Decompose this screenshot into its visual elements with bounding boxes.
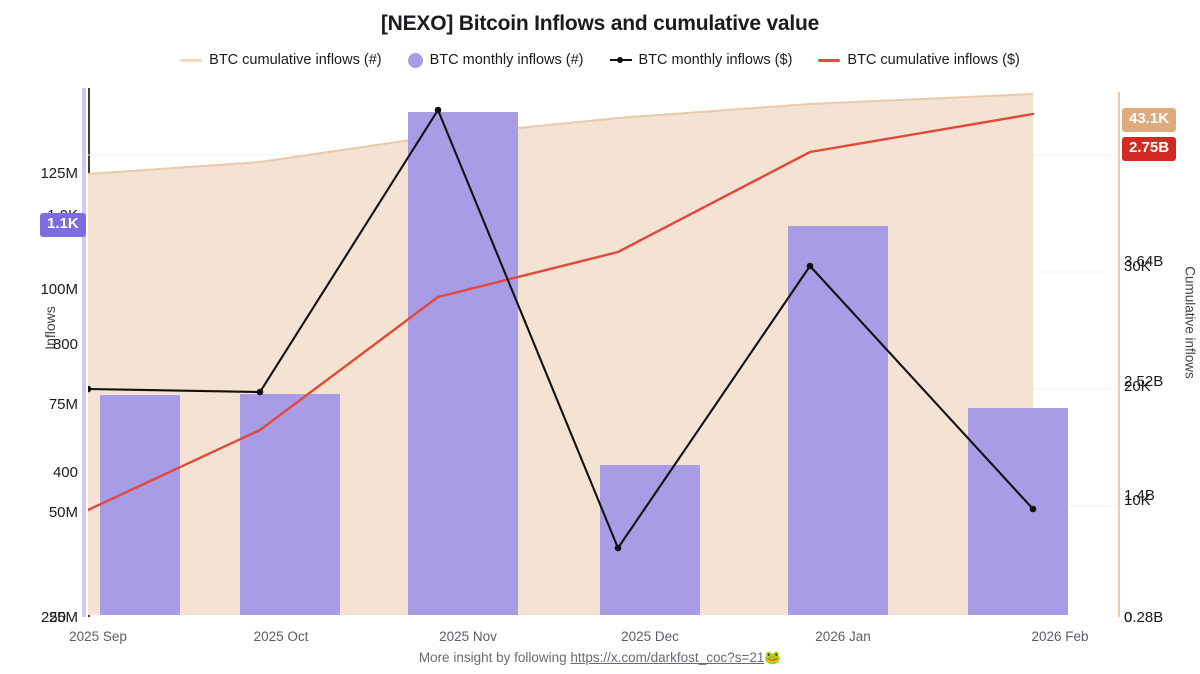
footer-link[interactable]: https://x.com/darkfost_coc?s=21 [570, 650, 765, 665]
right-axis-title: Cumulative inflows [1182, 266, 1198, 379]
left-axis-tick-usd: 50M [48, 504, 78, 521]
footer-credit: More insight by following https://x.com/… [0, 650, 1200, 666]
footer-prefix: More insight by following [418, 650, 571, 665]
left-axis-tick-usd: 25M [48, 609, 78, 626]
left-axis-tick-usd: 125M [40, 165, 78, 182]
marker-point [806, 262, 814, 270]
status-badge-monthly-count: 1.1K [40, 213, 86, 237]
marker-point [614, 544, 622, 552]
left-axis-highlight [82, 88, 86, 617]
legend-label: BTC monthly inflows (#) [429, 52, 584, 68]
status-badge-cumulative-count: 43.1K [1122, 108, 1177, 132]
legend-line-swatch-icon [818, 58, 841, 62]
series-area-cumulative-count-edge [88, 93, 1034, 175]
right-axis-tick-usd: 1.4B [1124, 487, 1155, 504]
legend-label: BTC monthly inflows ($) [638, 52, 793, 68]
right-axis-tick-count: 30K [1124, 258, 1151, 275]
right-axis-tick-count: 0 [1124, 609, 1133, 626]
bar-2026-jan[interactable] [788, 226, 888, 615]
bar-2025-dec[interactable] [600, 465, 700, 615]
right-axis-tick-count: 10K [1124, 492, 1151, 509]
legend-line-swatch-icon [180, 58, 203, 62]
marker-point [256, 388, 264, 396]
x-axis-tick-label: 2026 Jan [815, 629, 871, 644]
chart-canvas [88, 93, 1118, 615]
series-line-monthly-usd [88, 108, 1035, 550]
series-line-cumulative-usd [88, 112, 1035, 512]
right-axis-spine [1118, 92, 1120, 617]
marker-point [1029, 505, 1037, 513]
legend-label: BTC cumulative inflows ($) [847, 52, 1020, 68]
right-axis-tick-usd: 0.28B [1124, 609, 1164, 626]
plot-area [88, 92, 1118, 615]
right-axis-tick-count: 20K [1124, 378, 1151, 395]
status-badge-cumulative-usd: 2.75B [1122, 137, 1177, 161]
x-axis-tick-label: 2025 Dec [621, 629, 679, 644]
right-axis-tick-usd: 2.52B [1124, 373, 1164, 390]
x-axis-tick-label: 2026 Feb [1031, 629, 1089, 644]
bar-2025-oct[interactable] [240, 394, 340, 615]
frog-emoji-icon: 🐸 [764, 650, 782, 665]
x-axis-tick-label: 2025 Oct [253, 629, 309, 644]
left-axis-tick-count: 400 [52, 464, 78, 481]
chart-legend: BTC cumulative inflows (#) BTC monthly i… [0, 52, 1200, 68]
right-axis-tick-usd: 3.64B [1124, 253, 1164, 270]
page-title: [NEXO] Bitcoin Inflows and cumulative va… [380, 12, 820, 35]
legend-item-cumulative-count[interactable]: BTC cumulative inflows (#) [180, 52, 382, 68]
bar-2026-feb[interactable] [968, 408, 1068, 615]
legend-line-dot-swatch-icon [609, 57, 632, 63]
legend-item-monthly-usd[interactable]: BTC monthly inflows ($) [609, 52, 793, 68]
bar-2025-sep[interactable] [100, 395, 180, 615]
left-axis-tick-count: 250 [40, 609, 66, 626]
marker-point [88, 385, 92, 393]
legend-item-cumulative-usd[interactable]: BTC cumulative inflows ($) [818, 52, 1020, 68]
legend-item-monthly-count[interactable]: BTC monthly inflows (#) [407, 52, 584, 68]
left-axis-tick-count: 800 [52, 336, 78, 353]
left-axis-tick-usd: 75M [48, 396, 78, 413]
legend-circle-swatch-icon [407, 52, 423, 68]
x-axis-tick-label: 2025 Nov [439, 629, 497, 644]
left-axis-tick-usd: 100M [40, 281, 78, 298]
bar-2025-nov[interactable] [408, 112, 518, 615]
marker-point [434, 106, 442, 114]
x-axis-tick-label: 2025 Sep [69, 629, 127, 644]
legend-label: BTC cumulative inflows (#) [209, 52, 382, 68]
series-line-monthly-usd-markers [88, 106, 1037, 552]
